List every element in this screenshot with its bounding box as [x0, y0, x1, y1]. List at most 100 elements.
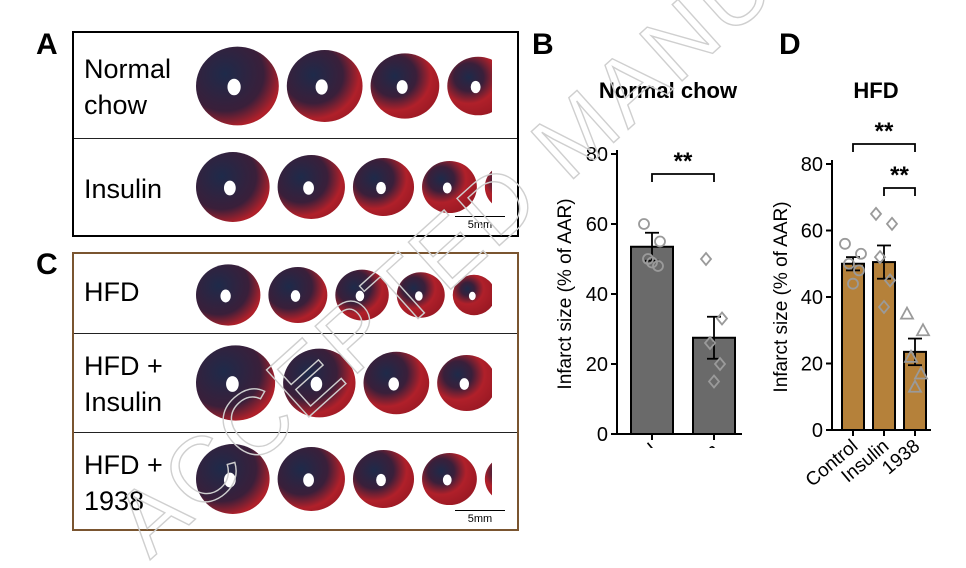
- panel-a-heart-slices: Normal chow Insulin 5mm: [72, 31, 519, 237]
- row-label-line1: Insulin: [84, 174, 163, 204]
- chart-title: Normal chow: [599, 78, 738, 103]
- significance-bracket: [883, 187, 916, 196]
- significance-label: **: [875, 118, 894, 145]
- lumen: [290, 290, 301, 302]
- y-tick-label: 80: [586, 144, 608, 166]
- y-tick-label: 20: [586, 354, 608, 376]
- row-label: Normal chow: [84, 51, 171, 123]
- lumen: [310, 376, 323, 392]
- row-label: HFD + Insulin: [84, 348, 163, 420]
- heart-slice-strip: [196, 444, 492, 514]
- data-point: [907, 378, 923, 393]
- y-tick-label: 0: [812, 420, 823, 442]
- heart-slice: [484, 170, 492, 204]
- bar: [872, 261, 896, 431]
- lumen: [223, 180, 236, 196]
- y-tick-label: 60: [586, 214, 608, 236]
- y-tick-label: 0: [597, 424, 608, 446]
- data-point: [652, 260, 664, 272]
- heart-slice: [447, 56, 492, 116]
- data-point: [883, 272, 897, 288]
- data-point: [855, 247, 867, 260]
- y-tick-label: 20: [801, 354, 823, 376]
- panel-c-heart-slices: HFD HFD + Insulin HFD + 1938 5mm: [72, 252, 519, 531]
- y-tick-label: 40: [801, 287, 823, 309]
- lumen: [220, 289, 231, 303]
- significance-bracket: [852, 143, 916, 152]
- lumen: [303, 473, 314, 487]
- panel-letter-c: C: [36, 248, 58, 281]
- lumen: [442, 182, 452, 194]
- data-point: [853, 264, 865, 277]
- data-point: [899, 305, 915, 320]
- lumen: [468, 291, 476, 301]
- data-point: [638, 218, 650, 230]
- data-point: [873, 249, 887, 265]
- data-point: [847, 277, 859, 290]
- significance-bracket: [651, 173, 715, 182]
- row-label: Insulin: [84, 171, 162, 207]
- data-point: [877, 299, 891, 315]
- data-point: [699, 251, 713, 267]
- row-divider: [74, 138, 517, 139]
- row-insulin: Insulin: [74, 139, 517, 235]
- lumen: [396, 80, 408, 94]
- data-point: [839, 237, 851, 250]
- lumen: [470, 80, 481, 94]
- y-tick-label: 40: [586, 284, 608, 306]
- x-tick-label: 1938: [878, 436, 924, 479]
- lumen: [415, 291, 423, 301]
- panel-letter-b: B: [532, 28, 554, 61]
- heart-slice-strip: [196, 345, 492, 421]
- y-axis-label: Infarct size (% of AAR): [771, 201, 792, 392]
- row-label-line1: Normal: [84, 54, 172, 84]
- scale-bar: 5mm: [455, 510, 505, 525]
- lumen: [442, 474, 452, 486]
- data-point: [843, 257, 855, 270]
- heart-slice-strip: [196, 264, 492, 326]
- lumen: [226, 376, 239, 392]
- scale-bar-label: 5mm: [467, 219, 493, 231]
- row-label: HFD + 1938: [84, 447, 163, 519]
- lumen: [227, 78, 241, 96]
- data-point: [885, 216, 899, 232]
- data-point: [869, 206, 883, 222]
- data-point: [703, 335, 717, 351]
- scale-bar-label: 5mm: [467, 513, 493, 525]
- heart-slice-strip: [196, 46, 492, 126]
- row-hfd-insulin: HFD + Insulin: [74, 334, 517, 432]
- significance-label: **: [890, 162, 909, 189]
- lumen: [223, 472, 236, 488]
- lumen: [459, 378, 470, 390]
- row-label-line2: Insulin: [84, 387, 163, 417]
- panel-letter-d: D: [779, 28, 801, 61]
- x-tick-label: Insulin: [668, 440, 724, 448]
- x-tick-label: Control: [601, 440, 661, 448]
- data-point: [654, 235, 666, 248]
- y-tick-label: 80: [801, 154, 823, 176]
- bar: [630, 245, 674, 435]
- data-point: [903, 348, 919, 363]
- significance-label: **: [674, 148, 693, 175]
- lumen: [376, 473, 386, 487]
- row-divider: [74, 432, 517, 433]
- row-label: HFD: [84, 274, 140, 310]
- heart-slice: [484, 462, 492, 496]
- data-point: [913, 365, 929, 380]
- lumen: [303, 181, 314, 195]
- lumen: [355, 290, 365, 302]
- row-label-line1: HFD +: [84, 351, 163, 381]
- row-label-line1: HFD: [84, 277, 140, 307]
- row-divider: [74, 333, 517, 334]
- y-tick-label: 60: [801, 221, 823, 243]
- lumen: [315, 79, 328, 95]
- row-label-line2: chow: [84, 90, 148, 120]
- lumen: [376, 181, 386, 195]
- row-normal-chow: Normal chow: [74, 33, 517, 138]
- data-point: [646, 256, 658, 269]
- row-label-line1: HFD +: [84, 450, 163, 480]
- chart-normal-chow: Normal chow Infarct size (% of AAR) 0 20 40 6…: [555, 78, 742, 448]
- chart-title: HFD: [853, 78, 898, 103]
- heart-slice-strip: [196, 152, 492, 222]
